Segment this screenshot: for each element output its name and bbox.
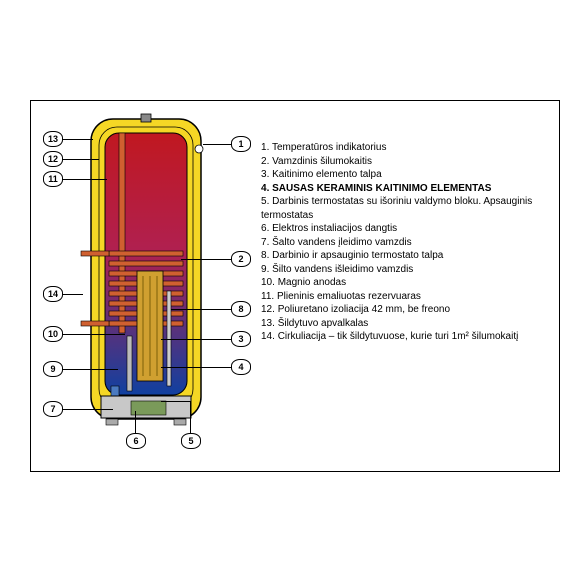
callout-1: 1 <box>231 136 251 152</box>
legend-item-13: 13. Šildytuvo apvalkalas <box>261 317 551 331</box>
legend-item-2: 2. Vamzdinis šilumokaitis <box>261 155 551 169</box>
legend-item-9: 9. Šilto vandens išleidimo vamzdis <box>261 263 551 277</box>
callout-10: 10 <box>43 326 63 342</box>
legend-item-1: 1. Temperatūros indikatorius <box>261 141 551 155</box>
legend: 1. Temperatūros indikatorius 2. Vamzdini… <box>261 141 551 344</box>
legend-item-7: 7. Šalto vandens įleidimo vamzdis <box>261 236 551 250</box>
diagram-frame: 13 12 11 14 10 9 7 1 2 8 3 4 6 5 1. Tem <box>30 100 560 472</box>
legend-item-8: 8. Darbinio ir apsauginio termostato tal… <box>261 249 551 263</box>
legend-item-12: 12. Poliuretano izoliacija 42 mm, be fre… <box>261 303 551 317</box>
callout-11: 11 <box>43 171 63 187</box>
callout-2: 2 <box>231 251 251 267</box>
callout-9: 9 <box>43 361 63 377</box>
callout-12: 12 <box>43 151 63 167</box>
legend-item-11: 11. Plieninis emaliuotas rezervuaras <box>261 290 551 304</box>
callout-6: 6 <box>126 433 146 449</box>
legend-item-5: 5. Darbinis termostatas su išoriniu vald… <box>261 195 551 222</box>
callout-13: 13 <box>43 131 63 147</box>
callout-4: 4 <box>231 359 251 375</box>
legend-item-6: 6. Elektros instaliacijos dangtis <box>261 222 551 236</box>
callout-14: 14 <box>43 286 63 302</box>
callout-5: 5 <box>181 433 201 449</box>
legend-item-14: 14. Cirkuliacija – tik šildytuvuose, kur… <box>261 330 551 344</box>
callout-7: 7 <box>43 401 63 417</box>
legend-item-10: 10. Magnio anodas <box>261 276 551 290</box>
legend-item-4: 4. SAUSAS KERAMINIS KAITINIMO ELEMENTAS <box>261 182 551 196</box>
legend-item-3: 3. Kaitinimo elemento talpa <box>261 168 551 182</box>
callout-8: 8 <box>231 301 251 317</box>
callout-3: 3 <box>231 331 251 347</box>
